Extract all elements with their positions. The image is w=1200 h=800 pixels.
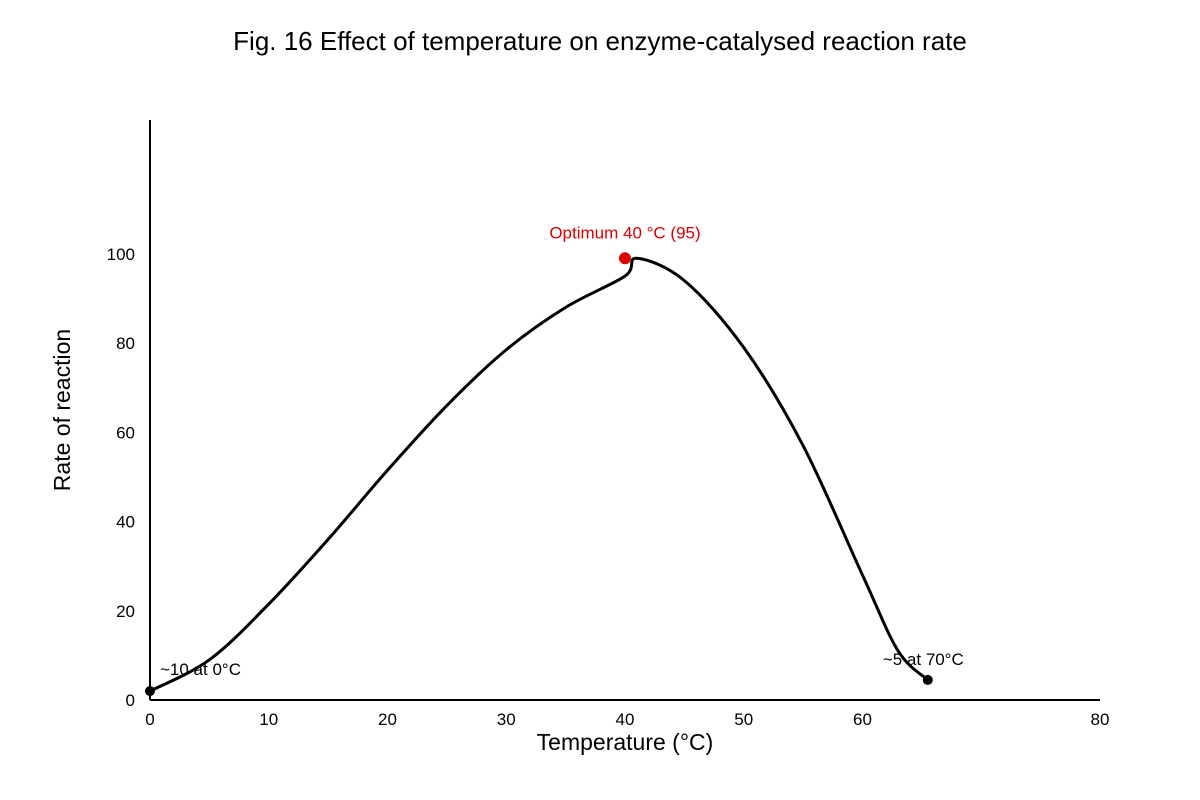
y-tick-label: 60 (116, 423, 135, 442)
x-tick-label: 30 (497, 710, 516, 729)
x-axis-ticks: 0 10 20 30 40 50 60 80 (145, 710, 1109, 729)
x-tick-label: 10 (259, 710, 278, 729)
x-tick-label: 20 (378, 710, 397, 729)
x-tick-label: 60 (853, 710, 872, 729)
series-lines (149, 256, 929, 693)
annotation-label: ~5 at 70°C (883, 650, 964, 669)
x-tick-label: 50 (734, 710, 753, 729)
annotation-label: ~10 at 0°C (160, 660, 241, 679)
chart-title: Fig. 16 Effect of temperature on enzyme-… (233, 26, 967, 56)
optimum-marker (619, 252, 631, 265)
y-tick-label: 0 (126, 691, 135, 710)
data-markers (145, 252, 933, 697)
annotations: ~10 at 0°C Optimum 40 °C (95) ~5 at 70°C (160, 223, 964, 679)
x-tick-label: 40 (616, 710, 635, 729)
y-tick-label: 40 (116, 513, 135, 532)
annotation-label: Optimum 40 °C (95) (549, 223, 700, 242)
end-marker (145, 686, 155, 697)
y-axis-ticks: 0 20 40 60 80 100 (107, 245, 135, 710)
chart-axes (149, 120, 1100, 701)
end-marker (922, 674, 933, 685)
y-axis-label: Rate of reaction (49, 329, 75, 491)
x-tick-label: 0 (145, 710, 154, 729)
y-tick-label: 100 (107, 245, 135, 264)
y-tick-label: 80 (116, 334, 135, 353)
x-tick-label: 80 (1091, 710, 1110, 729)
x-axis-label: Temperature (°C) (537, 729, 714, 755)
series-line (149, 256, 929, 693)
y-tick-label: 20 (116, 602, 135, 621)
